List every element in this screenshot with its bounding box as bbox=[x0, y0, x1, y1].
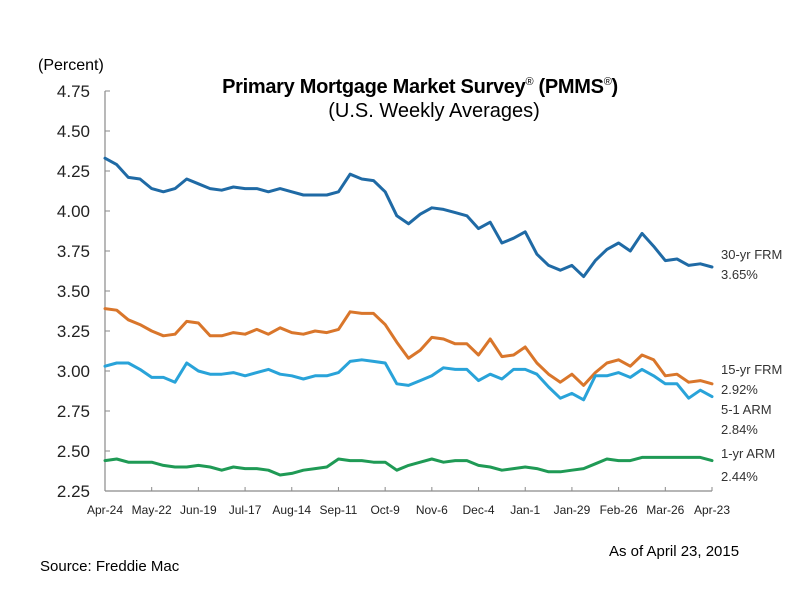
x-tick-label: Sep-11 bbox=[320, 503, 358, 517]
x-tick-label: Mar-26 bbox=[646, 503, 684, 517]
series-line-1-yr-arm bbox=[103, 455, 714, 477]
source-note: Source: Freddie Mac bbox=[40, 558, 180, 575]
axes bbox=[104, 91, 712, 492]
y-tick-label: 2.50 bbox=[57, 442, 90, 461]
y-ticks: 4.75 4.50 4.25 4.00 3.75 3.50 3.25 3.00 2.75 2.50… bbox=[57, 82, 110, 501]
series-last-value-15-yr-frm: 2.92% bbox=[721, 382, 758, 397]
chart-title-close-paren: ) bbox=[611, 76, 619, 98]
x-tick-label: Jan-1 bbox=[510, 503, 540, 517]
series-label-1-yr-arm: 1-yr ARM bbox=[721, 446, 775, 461]
y-tick-label: 4.75 bbox=[57, 82, 90, 101]
series-line-30-yr-frm bbox=[103, 156, 714, 279]
registered-mark: ® bbox=[525, 76, 534, 88]
x-tick-label: Jan-29 bbox=[554, 503, 591, 517]
registered-mark-2: ® bbox=[603, 76, 612, 88]
chart-title-abbrev: (PMMS bbox=[538, 76, 604, 98]
y-tick-label: 4.25 bbox=[57, 162, 90, 181]
x-tick-label: Oct-9 bbox=[370, 503, 400, 517]
series-last-value-5-1-arm: 2.84% bbox=[721, 422, 758, 437]
y-tick-label: 2.75 bbox=[57, 402, 90, 421]
y-tick-label: 3.75 bbox=[57, 242, 90, 261]
y-tick-label: 3.50 bbox=[57, 282, 90, 301]
series-label-5-1-arm: 5-1 ARM bbox=[721, 402, 772, 417]
as-of-date: As of April 23, 2015 bbox=[609, 543, 740, 560]
x-tick-label: Apr-23 bbox=[694, 503, 730, 517]
series-lines bbox=[103, 156, 714, 477]
x-tick-label: Aug-14 bbox=[272, 503, 311, 517]
series-labels: 30-yr FRM 3.65% 15-yr FRM 2.92% 5-1 ARM 2.84%… bbox=[721, 247, 782, 484]
x-tick-label: Jul-17 bbox=[229, 503, 262, 517]
y-tick-label: 4.50 bbox=[57, 122, 90, 141]
chart-subtitle: (U.S. Weekly Averages) bbox=[328, 100, 540, 122]
series-last-value-1-yr-arm: 2.44% bbox=[721, 469, 758, 484]
x-tick-label: May-22 bbox=[132, 503, 172, 517]
x-tick-label: Nov-6 bbox=[416, 503, 448, 517]
y-tick-label: 3.00 bbox=[57, 362, 90, 381]
series-label-30-yr-frm: 30-yr FRM bbox=[721, 247, 782, 262]
series-last-value-30-yr-frm: 3.65% bbox=[721, 267, 758, 282]
y-tick-label: 4.00 bbox=[57, 202, 90, 221]
chart-title-main: Primary Mortgage Market Survey bbox=[222, 76, 526, 98]
x-tick-label: Jun-19 bbox=[180, 503, 217, 517]
y-tick-label: 3.25 bbox=[57, 322, 90, 341]
x-tick-label: Apr-24 bbox=[87, 503, 123, 517]
series-line-15-yr-frm bbox=[103, 307, 714, 387]
x-ticks: Apr-24 May-22 Jun-19 Jul-17 Aug-14 Sep-11 Oct-… bbox=[87, 487, 730, 517]
x-tick-label: Feb-26 bbox=[600, 503, 638, 517]
y-tick-label: 2.25 bbox=[57, 482, 90, 501]
x-tick-label: Dec-4 bbox=[463, 503, 495, 517]
series-label-15-yr-frm: 15-yr FRM bbox=[721, 362, 782, 377]
y-axis-unit-label: (Percent) bbox=[38, 57, 104, 74]
chart-title: Primary Mortgage Market Survey® (PMMS®) … bbox=[80, 76, 760, 123]
series-line-5-1-arm bbox=[103, 358, 714, 402]
